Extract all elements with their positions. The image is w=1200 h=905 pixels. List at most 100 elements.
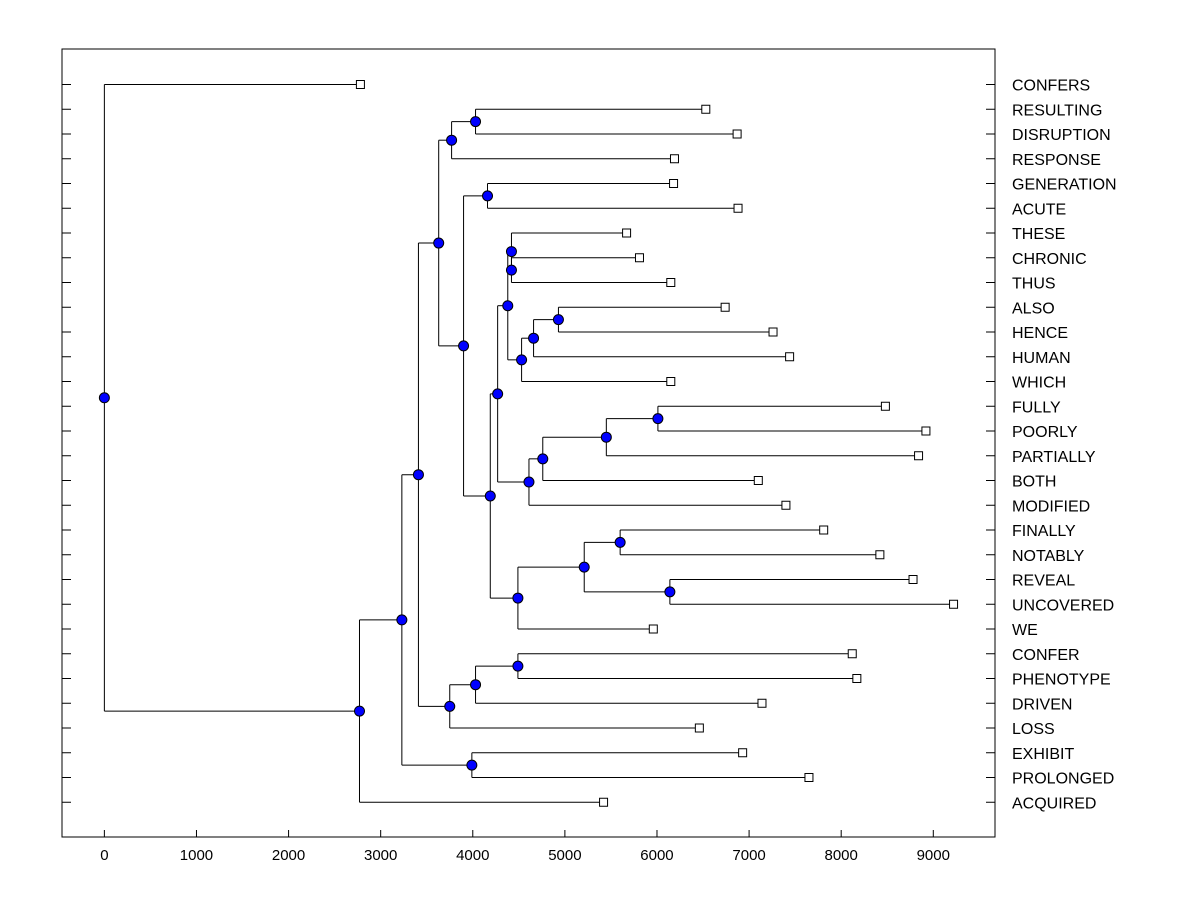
x-tick-label: 5000 — [548, 847, 581, 864]
leaf-label: HENCE — [1012, 325, 1068, 342]
leaf-label: DRIVEN — [1012, 696, 1072, 713]
node-marker — [353, 705, 365, 717]
leaf-marker — [669, 154, 679, 164]
leaf-label: BOTH — [1012, 474, 1056, 491]
leaf-label: FINALLY — [1012, 523, 1076, 540]
x-tick-label: 7000 — [732, 847, 765, 864]
leaf-marker — [694, 723, 704, 733]
leaf-label: ACUTE — [1012, 201, 1066, 218]
node-marker — [444, 700, 456, 712]
leaf-marker — [781, 500, 791, 510]
leaf-label: FULLY — [1012, 399, 1061, 416]
leaf-marker — [804, 773, 814, 782]
node-marker — [396, 614, 408, 626]
node-marker — [516, 354, 528, 366]
node-marker — [470, 116, 482, 128]
leaf-marker — [634, 253, 644, 263]
leaf-label: PHENOTYPE — [1012, 672, 1111, 689]
node-marker — [528, 332, 540, 344]
leaf-label: THESE — [1012, 226, 1065, 243]
node-marker — [664, 586, 676, 598]
node-markers — [98, 116, 676, 771]
node-marker — [482, 190, 494, 202]
leaf-marker — [669, 179, 679, 188]
node-marker — [470, 679, 482, 691]
leaf-label: CONFERS — [1012, 78, 1090, 95]
leaf-marker — [666, 278, 676, 287]
leaf-label: MODIFIED — [1012, 498, 1090, 515]
leaf-label: THUS — [1012, 276, 1056, 293]
leaf-marker — [768, 327, 778, 337]
node-marker — [552, 314, 564, 326]
right-tick-marks — [986, 84, 995, 803]
node-marker — [98, 392, 110, 404]
node-marker — [505, 246, 517, 258]
leaf-label: RESULTING — [1012, 102, 1102, 119]
leaf-marker — [875, 550, 885, 560]
x-tick-label: 4000 — [456, 847, 489, 864]
leaf-label: ACQUIRED — [1012, 795, 1096, 812]
branch-lines — [103, 84, 954, 803]
node-marker — [512, 660, 524, 672]
leaf-marker — [733, 203, 743, 213]
node-marker — [512, 592, 524, 604]
node-marker — [412, 469, 424, 481]
node-marker — [466, 759, 478, 771]
leaf-marker — [738, 748, 748, 758]
node-marker — [614, 536, 626, 548]
leaf-marker — [852, 674, 862, 683]
leaf-marker — [908, 575, 918, 584]
leaf-marker — [914, 451, 924, 461]
leaf-marker — [622, 228, 632, 238]
leaf-marker — [599, 797, 609, 807]
leaf-marker — [732, 129, 742, 139]
node-marker — [458, 340, 470, 352]
leaf-marker — [666, 377, 676, 386]
node-marker — [446, 134, 458, 146]
node-marker — [484, 490, 496, 502]
leaf-labels: CONFERS RESULTING DISRUPTION RESPONSE GENERA… — [1012, 78, 1117, 813]
node-marker — [537, 453, 549, 465]
leaf-markers — [355, 80, 959, 807]
x-tick-label: 6000 — [640, 847, 673, 864]
node-marker — [492, 388, 504, 400]
leaf-marker — [720, 302, 730, 312]
leaf-label: REVEAL — [1012, 573, 1075, 590]
leaf-marker — [785, 352, 795, 362]
plot-frame — [61, 48, 996, 838]
leaf-label: CONFER — [1012, 647, 1080, 664]
leaf-label: RESPONSE — [1012, 152, 1101, 169]
leaf-label: CHRONIC — [1012, 251, 1087, 268]
node-marker — [433, 237, 445, 249]
left-tick-marks — [62, 84, 71, 803]
x-axis-ticks: 0 1000 2000 3000 4000 5000 6000 7000 8000 9000 — [100, 830, 950, 864]
leaf-label: HUMAN — [1012, 350, 1071, 367]
x-tick-label: 0 — [100, 847, 108, 864]
x-tick-label: 1000 — [180, 847, 213, 864]
leaf-marker — [880, 401, 890, 411]
leaf-label: EXHIBIT — [1012, 746, 1074, 763]
node-marker — [652, 413, 664, 425]
x-tick-label: 3000 — [364, 847, 397, 864]
leaf-marker — [355, 80, 365, 89]
leaf-label: DISRUPTION — [1012, 127, 1111, 144]
node-marker — [502, 300, 514, 312]
x-tick-label: 8000 — [825, 847, 858, 864]
leaf-label: GENERATION — [1012, 177, 1117, 194]
node-marker — [600, 431, 612, 443]
leaf-label: PROLONGED — [1012, 771, 1114, 788]
leaf-label: WHICH — [1012, 375, 1066, 392]
leaf-label: LOSS — [1012, 721, 1055, 738]
x-tick-label: 2000 — [272, 847, 305, 864]
x-tick-label: 9000 — [917, 847, 950, 864]
leaf-marker — [753, 476, 763, 485]
node-marker — [505, 264, 517, 276]
leaf-label: NOTABLY — [1012, 548, 1085, 565]
leaf-marker — [701, 104, 711, 114]
leaf-label: POORLY — [1012, 424, 1078, 441]
leaf-marker — [757, 698, 767, 708]
leaf-label: PARTIALLY — [1012, 449, 1096, 466]
leaf-label: UNCOVERED — [1012, 597, 1114, 614]
